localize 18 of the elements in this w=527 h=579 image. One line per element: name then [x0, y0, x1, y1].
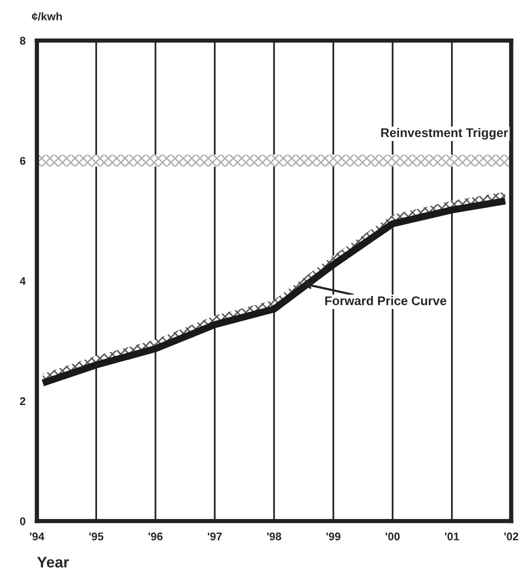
- x-tick-label: '97: [208, 532, 222, 540]
- band-label: Reinvestment Trigger: [381, 128, 508, 140]
- y-tick-label: 8: [20, 36, 26, 45]
- x-tick-label: '01: [444, 532, 460, 540]
- x-tick-label: '98: [267, 532, 282, 540]
- x-tick-label: '95: [89, 532, 104, 540]
- annotation: Forward Price Curve: [325, 296, 446, 306]
- x-tick-label: '94: [30, 532, 44, 540]
- x-tick-label: '02: [504, 532, 518, 540]
- y-tick-label: 6: [20, 156, 26, 165]
- x-tick-label: '00: [386, 532, 400, 540]
- y-tick-label: 4: [20, 277, 26, 285]
- x-tick-label: '99: [326, 532, 340, 540]
- y-axis-title: ¢/kwh: [32, 12, 62, 20]
- y-tick-label: 2: [20, 397, 26, 405]
- y-tick-label: 0: [20, 517, 26, 526]
- x-axis-title: Year: [37, 556, 69, 568]
- x-tick-label: '96: [148, 532, 163, 540]
